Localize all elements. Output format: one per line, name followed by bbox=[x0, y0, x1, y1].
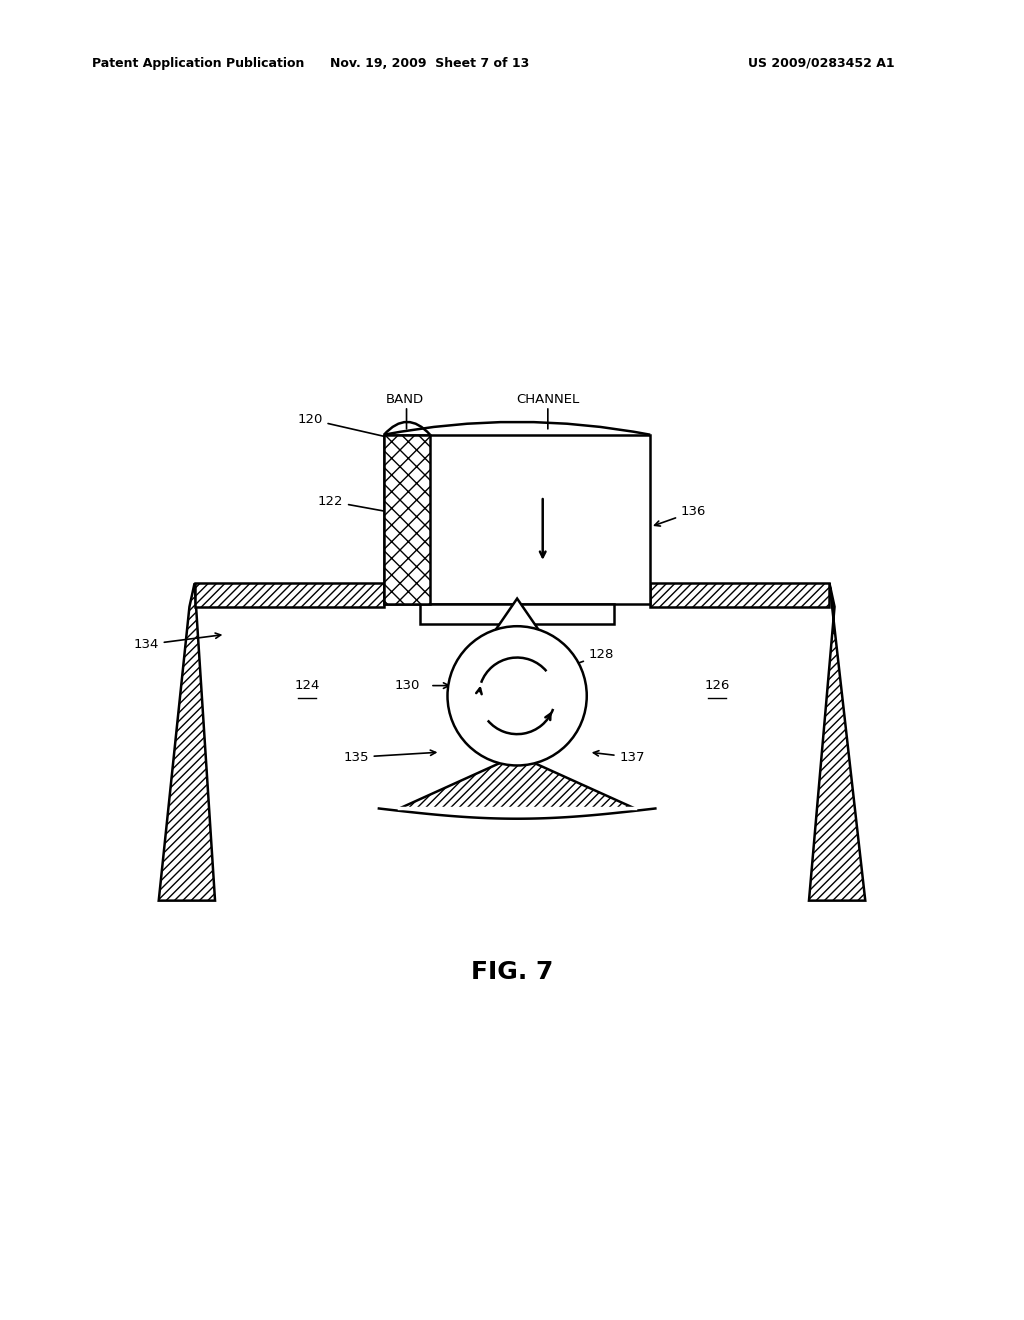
Text: 128: 128 bbox=[562, 648, 614, 669]
Text: 134: 134 bbox=[133, 634, 221, 651]
Circle shape bbox=[447, 626, 587, 766]
Text: 130: 130 bbox=[394, 678, 420, 692]
Bar bbox=[420, 603, 614, 624]
Text: 124: 124 bbox=[295, 678, 319, 692]
Text: 120: 120 bbox=[297, 413, 395, 440]
Polygon shape bbox=[159, 583, 215, 900]
Text: 137: 137 bbox=[593, 751, 645, 764]
Text: Nov. 19, 2009  Sheet 7 of 13: Nov. 19, 2009 Sheet 7 of 13 bbox=[331, 57, 529, 70]
Bar bbox=[384, 434, 650, 603]
Text: FIG. 7: FIG. 7 bbox=[471, 961, 553, 985]
Text: 126: 126 bbox=[705, 678, 729, 692]
Text: Patent Application Publication: Patent Application Publication bbox=[92, 57, 304, 70]
Polygon shape bbox=[809, 583, 865, 900]
Text: FLOW
DIRECTION: FLOW DIRECTION bbox=[548, 487, 621, 515]
Bar bbox=[195, 583, 384, 607]
Text: 135: 135 bbox=[343, 750, 435, 764]
Polygon shape bbox=[495, 598, 540, 631]
Text: 136: 136 bbox=[654, 506, 707, 527]
Text: 132: 132 bbox=[440, 594, 508, 614]
Text: 122: 122 bbox=[317, 495, 411, 517]
Bar bbox=[650, 583, 829, 607]
Text: BAND: BAND bbox=[385, 393, 424, 407]
Bar bbox=[384, 434, 430, 603]
Polygon shape bbox=[399, 755, 635, 808]
Text: US 2009/0283452 A1: US 2009/0283452 A1 bbox=[748, 57, 894, 70]
Text: CHANNEL: CHANNEL bbox=[516, 393, 580, 407]
